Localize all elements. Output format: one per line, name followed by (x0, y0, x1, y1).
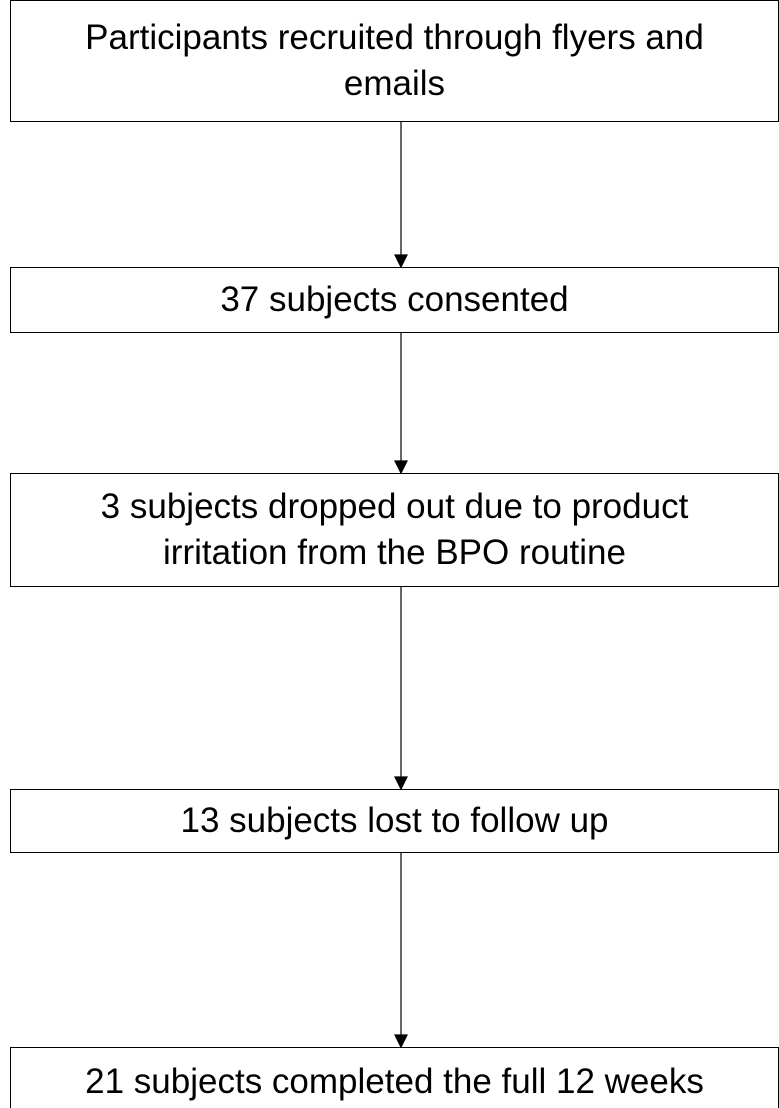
arrow-head (394, 460, 408, 475)
flow-box: 13 subjects lost to follow up (10, 789, 779, 853)
flow-box: Participants recruited through flyers an… (10, 0, 779, 122)
flow-box: 21 subjects completed the full 12 weeks (10, 1047, 779, 1108)
arrow-head (394, 254, 408, 269)
flow-box: 3 subjects dropped out due to product ir… (10, 473, 779, 587)
arrow-head (394, 1034, 408, 1049)
arrow-head (394, 776, 408, 791)
flow-box: 37 subjects consented (10, 267, 779, 333)
